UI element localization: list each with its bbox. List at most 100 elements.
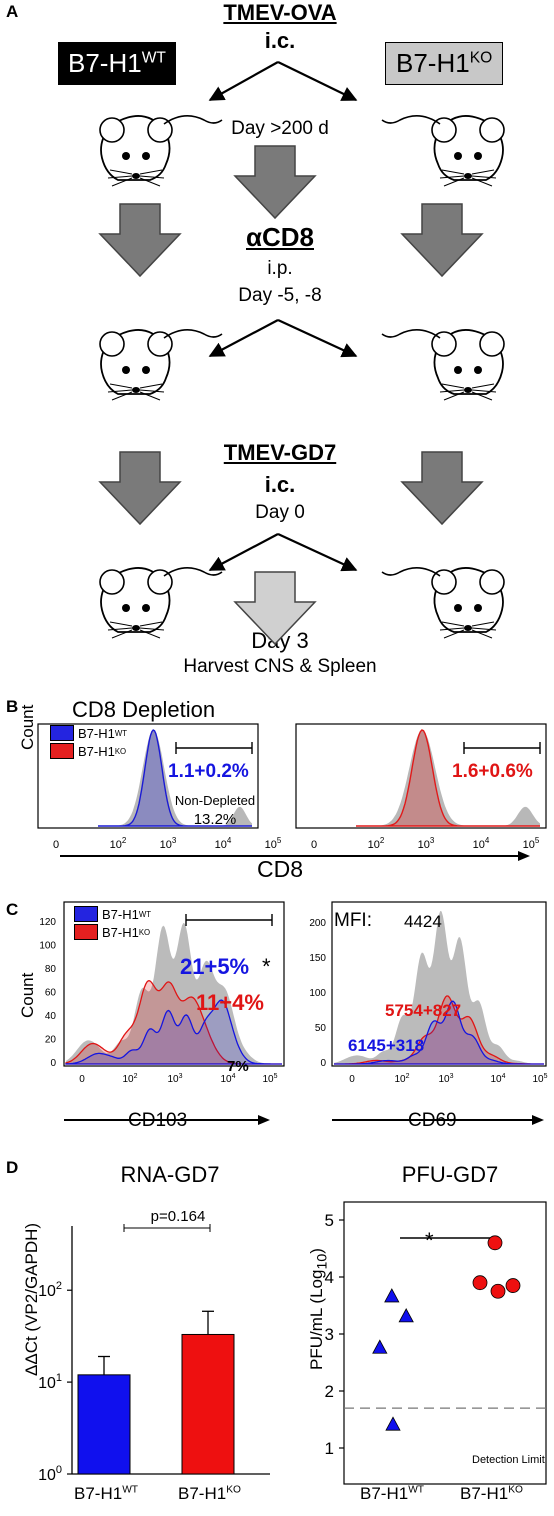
panel-a-letter: A xyxy=(6,2,19,21)
panel-c-left-xlabel: CD103 xyxy=(128,1110,188,1131)
c-left-wt-histogram xyxy=(65,999,282,1065)
c-left-ytick-0: 0 xyxy=(50,1058,56,1069)
panel-b-histograms: 0 102 103 104 105 0 102 103 104 105 xyxy=(37,723,547,861)
step1-title: TMEV-OVA xyxy=(223,0,337,25)
mouse-ko-2 xyxy=(382,330,504,400)
d-right-ytick-2: 3 xyxy=(325,1325,334,1344)
c-right-xtick-4: 105 xyxy=(532,1073,547,1085)
panel-b-nondepleted-label: Non-Depleted xyxy=(174,793,256,808)
panel-b-xlabel: CD8 xyxy=(256,856,303,882)
panel-c-right-xlabel: CD69 xyxy=(408,1110,457,1131)
c-right-ytick-4: 200 xyxy=(309,918,326,929)
step3-day: Day 0 xyxy=(255,502,305,523)
c-right-ytick-3: 150 xyxy=(309,953,326,964)
panel-b-tick-wt-2: 103 xyxy=(160,836,177,851)
panel-b-letter: B xyxy=(6,697,19,716)
mouse-ko-3 xyxy=(382,568,504,638)
d-right-ytick-4: 5 xyxy=(325,1211,334,1230)
panel-d-left-xcat-wt: B7-H1WT xyxy=(74,1484,139,1503)
c-left-xtick-1: 102 xyxy=(122,1073,137,1085)
panel-b-ko-pct: 1.6+0.6% xyxy=(452,761,533,782)
wt-group-box: B7-H1WT xyxy=(58,42,176,85)
panel-d-left-title: RNA-GD7 xyxy=(120,1162,220,1187)
panel-c-legend: B7-H1 WT B7-H1 KO xyxy=(74,905,151,941)
panel-d-right-xcat-wt: B7-H1WT xyxy=(360,1484,425,1503)
point-B7-H1WT-1 xyxy=(384,1288,400,1303)
panel-c-gray-pct: 7% xyxy=(227,1058,249,1075)
c-right-ytick-2: 100 xyxy=(309,988,326,999)
step3-route: i.c. xyxy=(264,472,296,497)
d-left-ytick-2: 102 xyxy=(38,1280,62,1300)
c-right-ko-histogram xyxy=(334,995,544,1065)
step3-title: TMEV-GD7 xyxy=(223,440,337,465)
point-B7-H1KO-2 xyxy=(490,1283,506,1299)
panel-d-right-title: PFU-GD7 xyxy=(401,1162,499,1187)
c-right-wt-histogram xyxy=(334,1000,544,1065)
panel-b-title: CD8 Depletion xyxy=(72,697,216,722)
panel-b-tick-ko-2: 103 xyxy=(418,836,435,851)
bar-B7-H1WT xyxy=(77,1374,131,1475)
step2-day: Day -5, -8 xyxy=(238,285,322,306)
c-left-ytick-5: 100 xyxy=(39,941,56,952)
point-B7-H1KO-1 xyxy=(487,1235,503,1251)
panel-b-x-arrowhead xyxy=(518,851,530,861)
panel-b-tick-wt-1: 102 xyxy=(110,836,127,851)
panel-c-ko-pct: 11+4% xyxy=(196,990,264,1015)
panel-c-histograms: 0 20 40 60 80 100 120 0 102 103 104 105 0 50 100 150 200… xyxy=(39,901,548,1125)
c-right-ytick-0: 0 xyxy=(320,1058,326,1069)
detection-limit-label: Detection Limit xyxy=(472,1454,545,1466)
c-left-xtick-4: 105 xyxy=(262,1073,277,1085)
legend-ko-swatch xyxy=(50,743,74,759)
point-B7-H1KO-3 xyxy=(505,1278,521,1293)
panel-d-letter: D xyxy=(6,1158,19,1177)
c-right-gray-histogram xyxy=(334,910,544,1064)
c-left-xtick-0: 0 xyxy=(79,1074,85,1085)
gray-histogram-ko xyxy=(356,730,540,826)
c-right-xtick-2: 103 xyxy=(438,1073,453,1085)
bar-B7-H1KO xyxy=(181,1333,235,1475)
d-right-ytick-3: 4 xyxy=(325,1268,334,1287)
sample-histogram-wt xyxy=(98,729,252,827)
mouse-ko-1 xyxy=(382,116,504,186)
legend-wt-swatch xyxy=(50,725,74,741)
diverge-arrow-left-1 xyxy=(208,61,279,101)
panel-b-legend: B7-H1 WT B7-H1 KO xyxy=(50,724,127,760)
ko-group-box: B7-H1KO xyxy=(385,42,504,85)
diverge-arrow-left-3 xyxy=(208,533,279,571)
c-right-xtick-0: 0 xyxy=(349,1074,355,1085)
c-left-ytick-2: 40 xyxy=(45,1011,57,1022)
legend-c-wt-swatch xyxy=(74,906,98,922)
plot-frame-ko xyxy=(295,723,547,829)
d-left-ytick-1: 101 xyxy=(38,1372,62,1392)
plot-frame-c-right xyxy=(331,901,547,1067)
plot-frame-c-left xyxy=(63,901,285,1067)
panel-b-tick-wt-3: 104 xyxy=(215,836,232,851)
panel-b-tick-ko-3: 104 xyxy=(473,836,490,851)
c-left-ytick-1: 20 xyxy=(45,1035,57,1046)
mfi-wt: 6145+318 xyxy=(348,1036,425,1055)
point-B7-H1WT-0 xyxy=(372,1339,388,1354)
c-left-ytick-4: 80 xyxy=(45,964,57,975)
panel-c-star: * xyxy=(262,954,271,979)
point-B7-H1KO-0 xyxy=(472,1275,488,1291)
scheme-graphics xyxy=(98,61,554,646)
c-left-xtick-2: 103 xyxy=(167,1073,182,1085)
step1-route: i.c. xyxy=(264,28,296,53)
sample-histogram-ko xyxy=(356,729,540,827)
d-right-ytick-0: 1 xyxy=(325,1439,334,1458)
d-right-ytick-1: 2 xyxy=(325,1382,334,1401)
block-arrow-ko-2 xyxy=(400,451,484,526)
plot-frame-wt xyxy=(37,723,259,829)
step2-title: αCD8 xyxy=(246,222,314,252)
gray-histogram-wt xyxy=(98,730,252,826)
step1-day: Day >200 d xyxy=(231,118,329,139)
panel-d-charts: 100 101 102 1 2 3 4 5 xyxy=(38,1201,547,1485)
diverge-arrow-right-3 xyxy=(277,533,358,572)
panel-b-tick-ko-1: 102 xyxy=(368,836,385,851)
c-left-gray-histogram xyxy=(66,922,282,1064)
diverge-arrow-right-2 xyxy=(277,319,358,358)
d-right-frame xyxy=(343,1201,547,1485)
panel-c-wt-pct: 21+5% xyxy=(180,954,250,979)
d-left-ytick-0: 100 xyxy=(38,1464,62,1484)
point-B7-H1WT-3 xyxy=(385,1416,401,1431)
